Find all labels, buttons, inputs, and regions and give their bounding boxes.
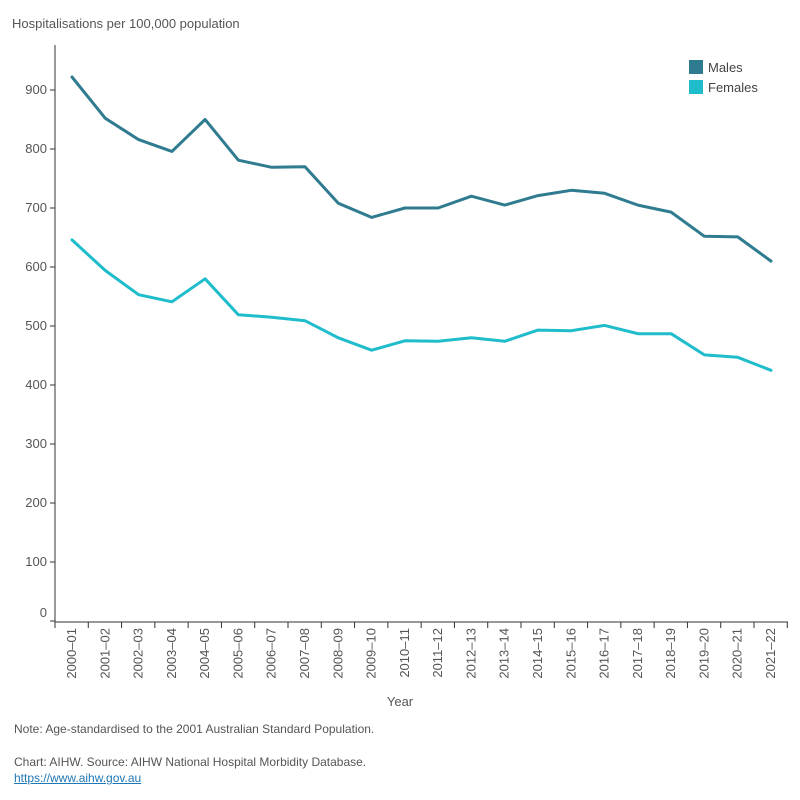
series-line-males xyxy=(70,75,773,263)
y-axis: 0 100 200 300 400 500 600 700 800 900 xyxy=(25,45,56,622)
source-note: Chart: AIHW. Source: AIHW National Hospi… xyxy=(14,755,367,769)
x-tick-label: 2009–10 xyxy=(364,628,379,679)
x-tick-label: 2019–20 xyxy=(696,628,711,679)
x-axis-title: Year xyxy=(387,694,414,709)
x-tick-label: 2020–21 xyxy=(730,628,745,679)
series-line-females xyxy=(70,238,773,372)
y-tick-label: 200 xyxy=(25,495,47,510)
x-tick-label: 2014–15 xyxy=(530,628,545,679)
x-tick-label: 2000–01 xyxy=(64,628,79,679)
x-tick-label: 2004–05 xyxy=(197,628,212,679)
y-tick-label: 700 xyxy=(25,200,47,215)
x-tick-label: 2005–06 xyxy=(230,628,245,679)
x-tick-label: 2013–14 xyxy=(497,628,512,679)
y-axis-title: Hospitalisations per 100,000 population xyxy=(12,16,240,31)
legend-label-males: Males xyxy=(708,60,743,75)
legend-swatch-females xyxy=(689,80,703,94)
line-chart: Hospitalisations per 100,000 population … xyxy=(12,16,788,709)
x-tick-label: 2008–09 xyxy=(330,628,345,679)
x-tick-label: 2010–11 xyxy=(397,628,412,678)
legend-swatch-males xyxy=(689,60,703,74)
x-tick-label: 2017–18 xyxy=(630,628,645,679)
y-tick-label: 600 xyxy=(25,259,47,274)
y-tick-label: 0 xyxy=(40,605,47,620)
y-tick-label: 400 xyxy=(25,377,47,392)
x-tick-label: 2018–19 xyxy=(663,628,678,679)
y-tick-label: 900 xyxy=(25,82,47,97)
x-tick-label: 2001–02 xyxy=(97,628,112,679)
legend: Males Females xyxy=(689,60,758,95)
footnote: Note: Age-standardised to the 2001 Austr… xyxy=(14,722,375,736)
x-tick-label: 2006–07 xyxy=(264,628,279,679)
y-tick-label: 300 xyxy=(25,436,47,451)
x-tick-label: 2002–03 xyxy=(131,628,146,679)
y-tick-label: 100 xyxy=(25,554,47,569)
x-tick-label: 2016–17 xyxy=(597,628,612,679)
x-tick-label: 2007–08 xyxy=(297,628,312,679)
x-tick-label: 2012–13 xyxy=(463,628,478,679)
x-tick-label: 2021–22 xyxy=(763,628,778,679)
x-tick-label: 2011–12 xyxy=(430,628,445,678)
x-tick-label: 2003–04 xyxy=(164,628,179,679)
legend-label-females: Females xyxy=(708,80,758,95)
x-axis: 2000–01 2001–02 2002–03 2003–04 2004–05 2005–… xyxy=(54,621,788,679)
series-layer xyxy=(70,75,773,372)
y-tick-label: 800 xyxy=(25,141,47,156)
x-tick-label: 2015–16 xyxy=(563,628,578,679)
y-tick-label: 500 xyxy=(25,318,47,333)
aihw-link[interactable]: https://www.aihw.gov.au xyxy=(14,771,142,785)
